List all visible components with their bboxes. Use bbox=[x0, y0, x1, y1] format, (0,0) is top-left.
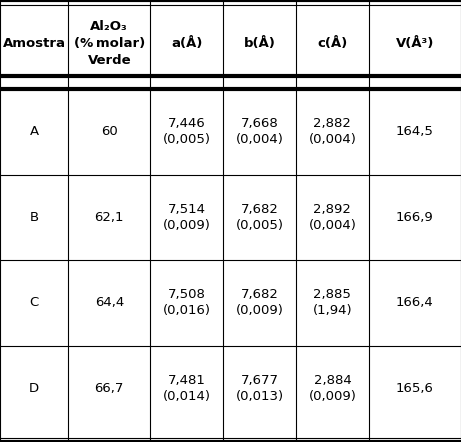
Text: 66,7: 66,7 bbox=[95, 382, 124, 395]
Text: 2,882
(0,004): 2,882 (0,004) bbox=[308, 117, 356, 146]
Text: a(Å): a(Å) bbox=[171, 37, 202, 50]
Text: 62,1: 62,1 bbox=[95, 211, 124, 224]
Text: 7,682
(0,005): 7,682 (0,005) bbox=[236, 203, 284, 232]
Text: D: D bbox=[29, 382, 39, 395]
Text: 7,682
(0,009): 7,682 (0,009) bbox=[236, 288, 284, 317]
Text: 64,4: 64,4 bbox=[95, 296, 124, 309]
Text: 7,514
(0,009): 7,514 (0,009) bbox=[163, 203, 211, 232]
Text: 2,885
(1,94): 2,885 (1,94) bbox=[313, 288, 352, 317]
Text: Amostra: Amostra bbox=[3, 37, 65, 50]
Text: A: A bbox=[30, 125, 39, 138]
Text: 166,9: 166,9 bbox=[396, 211, 434, 224]
Text: C: C bbox=[30, 296, 39, 309]
Text: 7,508
(0,016): 7,508 (0,016) bbox=[163, 288, 211, 317]
Text: 2,892
(0,004): 2,892 (0,004) bbox=[308, 203, 356, 232]
Text: 7,668
(0,004): 7,668 (0,004) bbox=[236, 117, 284, 146]
Text: B: B bbox=[30, 211, 39, 224]
Text: 164,5: 164,5 bbox=[396, 125, 434, 138]
Text: 7,677
(0,013): 7,677 (0,013) bbox=[236, 374, 284, 403]
Text: 166,4: 166,4 bbox=[396, 296, 434, 309]
Text: V(Å³): V(Å³) bbox=[396, 37, 434, 50]
Text: 7,446
(0,005): 7,446 (0,005) bbox=[163, 117, 211, 146]
Text: 2,884
(0,009): 2,884 (0,009) bbox=[308, 374, 356, 403]
Text: Al₂O₃
(% molar)
Verde: Al₂O₃ (% molar) Verde bbox=[74, 20, 145, 67]
Text: b(Å): b(Å) bbox=[243, 37, 276, 50]
Text: 165,6: 165,6 bbox=[396, 382, 434, 395]
Text: 60: 60 bbox=[101, 125, 118, 138]
Text: 7,481
(0,014): 7,481 (0,014) bbox=[163, 374, 211, 403]
Text: c(Å): c(Å) bbox=[317, 37, 348, 50]
